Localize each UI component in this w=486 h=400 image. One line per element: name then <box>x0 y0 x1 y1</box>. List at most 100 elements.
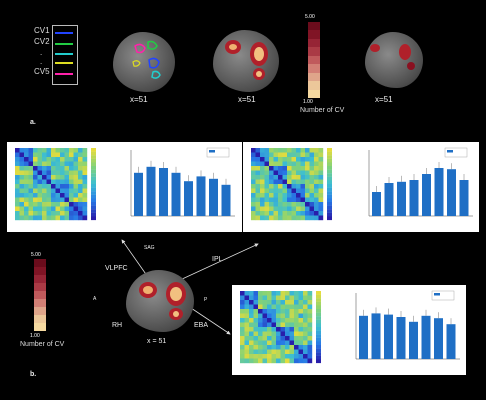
panel-label-a: a. <box>30 119 36 126</box>
heatmap-cell <box>262 345 268 350</box>
heatmap-cell <box>298 295 304 301</box>
heatmap-cell <box>249 322 254 328</box>
heatmap-cell <box>244 318 250 323</box>
heatmap-colorbar-cell <box>327 155 332 159</box>
heatmap-cell <box>33 184 38 189</box>
heatmap-cell <box>285 349 290 355</box>
heatmap-cell <box>73 188 79 194</box>
heatmap-cell <box>82 188 88 194</box>
heatmap-cell <box>300 157 306 162</box>
heatmap-colorbar-cell <box>316 348 321 353</box>
heatmap-colorbar-cell <box>316 323 321 328</box>
heatmap-cell <box>309 184 315 189</box>
scale-min-a: 1.00 <box>303 99 313 105</box>
heatmap-cell <box>260 148 265 153</box>
heatmap-cell <box>46 211 52 216</box>
scale-cell <box>308 55 320 65</box>
heatmap-cell <box>318 166 324 171</box>
scale-cell <box>308 72 320 82</box>
heatmap-cell <box>19 211 25 216</box>
heatmap-cell <box>260 175 265 180</box>
heatmap-cell <box>42 202 47 207</box>
heatmap-cell <box>298 354 304 359</box>
heatmap-cell <box>294 354 299 359</box>
heatmap-cell <box>37 206 43 212</box>
heatmap-cell <box>314 206 319 212</box>
heatmap-cell <box>42 211 47 216</box>
bar <box>196 176 206 216</box>
heatmap-cell <box>258 336 263 341</box>
heatmap-cell <box>73 179 79 185</box>
heatmap-cell <box>267 340 272 346</box>
heatmap-colorbar-cell <box>316 305 321 310</box>
heatmap-cell <box>253 300 259 305</box>
heatmap-cell <box>303 313 308 319</box>
heatmap-cell <box>298 327 304 332</box>
heatmap-cell <box>249 354 254 359</box>
heatmap-cell <box>267 345 272 350</box>
heatmap-cell <box>269 211 274 216</box>
scale-cell <box>34 283 46 291</box>
heatmap-cell <box>289 322 295 328</box>
heatmap-cell <box>244 358 250 364</box>
heatmap-cell <box>271 322 277 328</box>
heatmap-cell <box>278 170 283 176</box>
heatmap-cell <box>282 193 288 198</box>
heatmap-colorbar-cell <box>316 316 321 320</box>
heatmap-cell <box>255 152 261 158</box>
heatmap-cell <box>296 184 301 189</box>
heatmap-cell <box>287 170 292 176</box>
heatmap-colorbar-cell <box>91 158 96 163</box>
heatmap-colorbar-cell <box>327 198 332 203</box>
bar <box>359 315 368 359</box>
heatmap-cell <box>285 354 290 359</box>
heatmap-cell <box>309 206 315 212</box>
heatmap-colorbar-cell <box>327 202 332 206</box>
heatmap-cell <box>82 148 88 153</box>
heatmap-cell <box>278 166 283 171</box>
heatmap-cell <box>51 148 56 153</box>
heatmap-cell <box>78 175 83 180</box>
heatmap-cell <box>24 161 29 167</box>
heatmap-cell <box>258 354 263 359</box>
heatmap-cell <box>37 197 43 203</box>
heatmap-cell <box>307 331 313 337</box>
condition-bar-chart-2 <box>368 147 473 217</box>
heatmap-cell <box>278 197 283 203</box>
heatmap-cell <box>269 215 274 221</box>
heatmap-colorbar-cell <box>91 166 96 170</box>
heatmap-cell <box>280 322 286 328</box>
heatmap-cell <box>296 152 301 158</box>
heatmap-cell <box>244 291 250 296</box>
heatmap-cell <box>267 331 272 337</box>
heatmap-cell <box>264 170 270 176</box>
heatmap-cell <box>73 215 79 221</box>
heatmap-cell <box>249 349 254 355</box>
heatmap-cell <box>303 291 308 296</box>
heatmap-cell <box>82 211 88 216</box>
heatmap-colorbar-cell <box>316 312 321 317</box>
heatmap-colorbar-cell <box>316 319 321 324</box>
heatmap-cell <box>303 354 308 359</box>
heatmap-cell <box>244 349 250 355</box>
heatmap-cell <box>251 179 256 185</box>
heatmap-cell <box>280 295 286 301</box>
heatmap-cell <box>55 179 61 185</box>
heatmap-cell <box>73 206 79 212</box>
heatmap-cell <box>300 193 306 198</box>
heatmap-cell <box>82 206 88 212</box>
heatmap-cell <box>271 304 277 310</box>
heatmap-cell <box>24 170 29 176</box>
heatmap-cell <box>271 331 277 337</box>
bar <box>209 178 218 216</box>
heatmap-cell <box>309 188 315 194</box>
heatmap-cell <box>269 166 274 171</box>
heatmap-cell <box>264 179 270 185</box>
heatmap-colorbar-cell <box>91 216 96 221</box>
heatmap-cell <box>271 300 277 305</box>
heatmap-cell <box>255 170 261 176</box>
heatmap-cell <box>307 345 313 350</box>
heatmap-cell <box>271 354 277 359</box>
heatmap-cell <box>37 157 43 162</box>
heatmap-cell <box>282 184 288 189</box>
